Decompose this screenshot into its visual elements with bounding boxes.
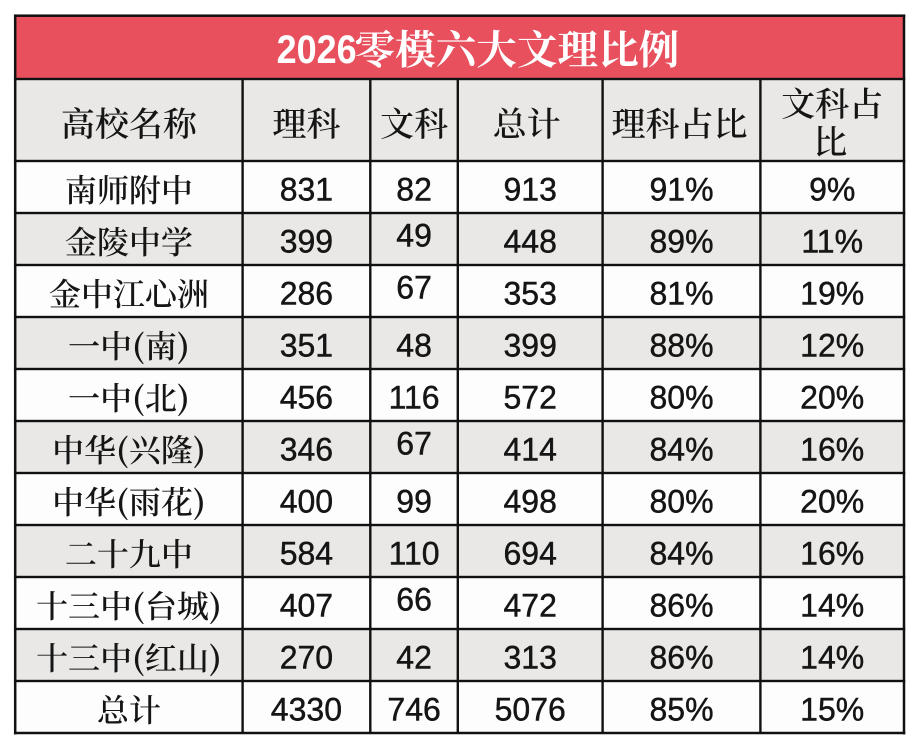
svg-text:498: 498 — [504, 484, 557, 520]
svg-text:12%: 12% — [800, 328, 864, 364]
svg-text:270: 270 — [280, 640, 333, 676]
svg-text:286: 286 — [280, 276, 333, 312]
svg-text:16%: 16% — [800, 432, 864, 468]
svg-text:9%: 9% — [809, 172, 855, 208]
svg-text:400: 400 — [280, 484, 333, 520]
svg-text:20%: 20% — [800, 484, 864, 520]
svg-text:15%: 15% — [800, 692, 864, 728]
svg-text:82: 82 — [396, 172, 432, 208]
svg-text:80%: 80% — [649, 484, 713, 520]
svg-text:89%: 89% — [649, 224, 713, 260]
svg-text:42: 42 — [396, 640, 432, 676]
svg-text:831: 831 — [280, 172, 333, 208]
svg-text:19%: 19% — [800, 276, 864, 312]
svg-text:414: 414 — [504, 432, 557, 468]
svg-text:14%: 14% — [800, 640, 864, 676]
svg-text:86%: 86% — [649, 640, 713, 676]
svg-text:2026: 2026 — [277, 28, 357, 72]
svg-text:456: 456 — [280, 380, 333, 416]
svg-text:80%: 80% — [649, 380, 713, 416]
svg-text:448: 448 — [504, 224, 557, 260]
svg-text:85%: 85% — [649, 692, 713, 728]
svg-text:84%: 84% — [649, 432, 713, 468]
svg-text:746: 746 — [387, 692, 440, 728]
svg-text:88%: 88% — [649, 328, 713, 364]
svg-text:110: 110 — [389, 536, 440, 572]
svg-text:49: 49 — [396, 218, 432, 254]
svg-text:313: 313 — [504, 640, 557, 676]
svg-text:86%: 86% — [649, 588, 713, 624]
svg-text:5076: 5076 — [495, 692, 566, 728]
svg-text:99: 99 — [396, 484, 432, 520]
svg-text:913: 913 — [504, 172, 557, 208]
svg-text:4330: 4330 — [271, 692, 342, 728]
svg-text:399: 399 — [504, 328, 557, 364]
svg-text:584: 584 — [280, 536, 333, 572]
svg-text:14%: 14% — [800, 588, 864, 624]
svg-text:48: 48 — [396, 328, 432, 364]
svg-text:116: 116 — [389, 380, 440, 416]
svg-text:399: 399 — [280, 224, 333, 260]
svg-text:694: 694 — [504, 536, 557, 572]
svg-text:572: 572 — [504, 380, 557, 416]
svg-text:91%: 91% — [649, 172, 713, 208]
svg-text:353: 353 — [504, 276, 557, 312]
svg-text:66: 66 — [396, 582, 432, 618]
svg-text:407: 407 — [280, 588, 333, 624]
svg-text:472: 472 — [504, 588, 557, 624]
svg-text:67: 67 — [396, 426, 432, 462]
svg-text:351: 351 — [280, 328, 333, 364]
svg-text:84%: 84% — [649, 536, 713, 572]
svg-text:16%: 16% — [800, 536, 864, 572]
svg-text:81%: 81% — [649, 276, 713, 312]
svg-text:346: 346 — [280, 432, 333, 468]
svg-text:67: 67 — [396, 270, 432, 306]
svg-text:11%: 11% — [801, 224, 863, 260]
svg-text:20%: 20% — [800, 380, 864, 416]
